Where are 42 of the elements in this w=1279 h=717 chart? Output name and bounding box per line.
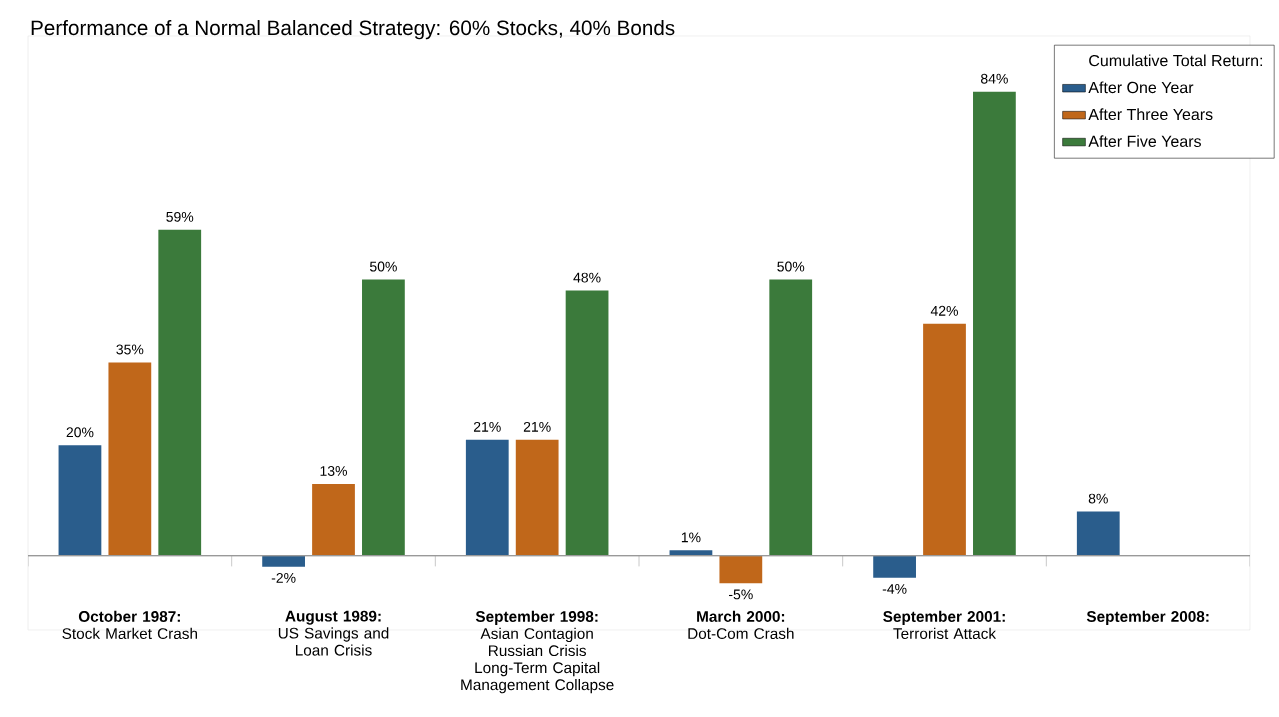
legend-title: Cumulative Total Return: bbox=[1089, 54, 1263, 67]
data-label: 42% bbox=[930, 305, 958, 316]
data-label: 13% bbox=[320, 466, 348, 476]
bar bbox=[873, 555, 916, 578]
data-label: 84% bbox=[981, 73, 1008, 84]
bar bbox=[719, 555, 763, 584]
data-label: 59% bbox=[166, 211, 194, 222]
bar bbox=[973, 91, 1016, 556]
bar bbox=[565, 290, 609, 556]
data-label: 1% bbox=[681, 532, 701, 543]
data-label: 20% bbox=[66, 427, 94, 438]
data-label: -2% bbox=[271, 572, 296, 583]
x-tick-label: September 2008: bbox=[1086, 610, 1209, 625]
bar bbox=[465, 439, 509, 556]
x-tick-label: October 1987: Stock Market Crash bbox=[62, 610, 197, 640]
bar bbox=[769, 279, 813, 556]
bar bbox=[262, 555, 305, 567]
bar bbox=[515, 439, 559, 556]
data-label: 8% bbox=[1088, 493, 1108, 504]
data-label: 50% bbox=[777, 261, 805, 272]
x-tick-label: August 1989: US Savings and Loan Crisis bbox=[278, 610, 389, 656]
data-label: -4% bbox=[882, 584, 907, 594]
bar bbox=[158, 229, 202, 556]
x-tick-label: September 1998: Asian Contagion Russian Crisis Long-Term Capital Management Collapse bbox=[461, 610, 614, 694]
legend-label: After One Year bbox=[1088, 81, 1194, 94]
data-label: -5% bbox=[729, 589, 753, 600]
bar bbox=[1076, 511, 1120, 556]
data-label: 35% bbox=[116, 344, 144, 355]
bar bbox=[923, 323, 966, 556]
data-label: 50% bbox=[369, 261, 397, 272]
x-tick-label: March 2000: Dot-Com Crash bbox=[688, 610, 794, 640]
x-tick-label: September 2001: Terrorist Attack bbox=[883, 610, 1005, 640]
chart-title: Performance of a Normal Balanced Strategy: 60% Stocks, 40% Bonds bbox=[31, 20, 675, 40]
bar bbox=[312, 483, 355, 556]
data-label: 21% bbox=[473, 421, 501, 432]
bar bbox=[58, 445, 102, 556]
legend-label: After Five Years bbox=[1088, 135, 1201, 148]
bar bbox=[108, 362, 152, 556]
data-label: 21% bbox=[523, 421, 551, 432]
legend-label: After Three Years bbox=[1088, 108, 1213, 121]
bar bbox=[362, 279, 405, 556]
data-label: 48% bbox=[573, 272, 601, 283]
